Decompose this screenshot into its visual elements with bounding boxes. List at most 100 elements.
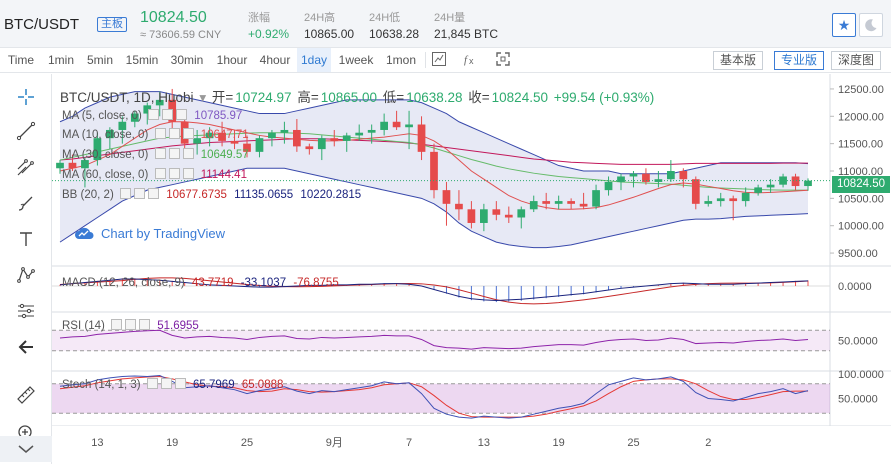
legend-macd[interactable]: MACD (12, 26, close, 9) 43.7719 -33.1037… <box>62 276 339 290</box>
text-tool[interactable] <box>13 226 39 252</box>
eye-icon[interactable] <box>154 148 166 159</box>
candle-body <box>330 138 339 141</box>
pair-title[interactable]: BTC/USDT <box>4 16 79 33</box>
approx-cny: ≈ 73606.59 CNY <box>140 29 222 41</box>
candle <box>255 135 264 158</box>
close-icon[interactable] <box>147 188 159 199</box>
eye-icon[interactable] <box>119 188 131 199</box>
close-icon[interactable] <box>182 168 194 179</box>
rsi-axis-label: 50.0000 <box>838 336 878 348</box>
svg-text:x: x <box>469 56 474 66</box>
interval-1week[interactable]: 1week <box>338 53 374 67</box>
legend-stoch[interactable]: Stoch (14, 1, 3) 65.7969 65.0888 <box>62 378 283 392</box>
price-axis-label: 11500.00 <box>838 139 883 151</box>
eye-icon[interactable] <box>111 319 123 330</box>
candle <box>243 135 251 158</box>
interval-1hour[interactable]: 1hour <box>216 53 248 67</box>
interval-30min[interactable]: 30min <box>170 53 204 67</box>
interval-5min[interactable]: 5min <box>86 53 113 67</box>
candle <box>355 124 364 141</box>
candle-body <box>629 173 638 177</box>
candle <box>691 176 700 210</box>
candle-body <box>679 171 688 180</box>
brush-tool[interactable] <box>13 190 39 216</box>
prediction-icon <box>18 303 34 319</box>
trend-line-tool[interactable] <box>13 118 39 144</box>
settings-icon[interactable] <box>162 109 174 120</box>
candle <box>230 129 239 150</box>
pattern-icon <box>17 267 35 283</box>
price-axis-label: 12500.00 <box>838 84 884 96</box>
trend-line-icon <box>16 121 36 141</box>
candle-body <box>467 209 476 223</box>
drawing-toolbar <box>0 74 52 464</box>
eye-icon[interactable] <box>146 378 158 389</box>
interval-1min[interactable]: 1min <box>47 53 74 67</box>
candle <box>417 116 426 161</box>
legend-ma5[interactable]: MA (5, close, 0) 10785.97 <box>62 109 242 123</box>
legend-ma60[interactable]: MA (60, close, 0) 11144.41 <box>62 168 247 182</box>
pattern-tool[interactable] <box>13 262 39 288</box>
stat-label: 24H高 <box>304 12 336 24</box>
candle <box>504 206 513 223</box>
interval-15min[interactable]: 15min <box>125 53 159 67</box>
settings-icon[interactable] <box>168 148 180 159</box>
favorite-button[interactable]: ★ <box>832 13 856 37</box>
stat-value: 10865.00 <box>304 27 355 41</box>
interval-1day[interactable]: 1day <box>297 48 331 72</box>
candle-body <box>691 179 700 204</box>
candle <box>517 206 526 229</box>
candle-body <box>405 124 413 128</box>
close-icon[interactable] <box>174 378 186 389</box>
chevron-down-icon[interactable]: ▾ <box>199 90 207 105</box>
candle <box>754 184 762 196</box>
candle <box>455 190 463 221</box>
close-icon[interactable] <box>176 109 188 120</box>
settings-icon[interactable] <box>168 128 180 139</box>
svg-text:f: f <box>464 54 469 66</box>
interval-time[interactable]: Time <box>7 53 35 67</box>
view-depth-button[interactable]: 深度图 <box>831 51 882 70</box>
time-axis-label: 19 <box>166 437 178 449</box>
legend-value: 43.7719 <box>191 277 234 289</box>
interval-4hour[interactable]: 4hour <box>259 53 291 67</box>
fib-tool[interactable] <box>13 154 39 180</box>
fullscreen-button[interactable] <box>494 51 512 69</box>
settings-icon[interactable] <box>160 378 172 389</box>
legend-ma30[interactable]: MA (30, close, 0) 10649.57 <box>62 148 249 162</box>
legend-value: 10677.6735 <box>166 189 227 201</box>
interval-toolbar: Time 1min 5min 15min 30min 1hour 4hour 1… <box>0 48 891 73</box>
interval-1mon[interactable]: 1mon <box>385 53 417 67</box>
eye-icon[interactable] <box>154 128 166 139</box>
candle-body <box>130 113 139 122</box>
view-basic-button[interactable]: 基本版 <box>713 51 764 70</box>
legend-bb[interactable]: BB (20, 2) 10677.6735 11135.0655 10220.2… <box>62 188 361 202</box>
settings-icon[interactable] <box>168 168 180 179</box>
open-value: 10724.97 <box>235 90 292 105</box>
legend-ma10[interactable]: MA (10, close, 0) 10647.71 <box>62 128 249 142</box>
chart-style-button[interactable] <box>430 51 448 69</box>
tradingview-attribution[interactable]: Chart by TradingView <box>73 225 225 241</box>
legend-value: -33.1037 <box>240 277 287 289</box>
candle <box>342 132 351 152</box>
price-axis-label: 10500.00 <box>838 193 884 205</box>
eye-icon[interactable] <box>148 109 160 120</box>
eye-icon[interactable] <box>154 168 166 179</box>
candle-body <box>367 129 376 133</box>
legend-rsi[interactable]: RSI (14) 51.6955 <box>62 319 199 333</box>
close-icon[interactable] <box>182 128 194 139</box>
view-pro-button[interactable]: 专业版 <box>774 51 825 70</box>
close-icon[interactable] <box>182 148 194 159</box>
close-icon[interactable] <box>139 319 151 330</box>
crosshair-tool[interactable] <box>13 84 39 110</box>
prediction-tool[interactable] <box>13 298 39 324</box>
settings-icon[interactable] <box>133 188 145 199</box>
measure-tool[interactable] <box>13 382 39 408</box>
chart-title[interactable]: BTC/USDT, 1D, Huobi <box>60 90 194 105</box>
expand-toolbar-button[interactable] <box>0 436 52 462</box>
theme-toggle-button[interactable] <box>859 13 883 37</box>
settings-icon[interactable] <box>125 319 137 330</box>
cloud-icon <box>75 227 94 239</box>
back-tool[interactable] <box>13 334 39 360</box>
